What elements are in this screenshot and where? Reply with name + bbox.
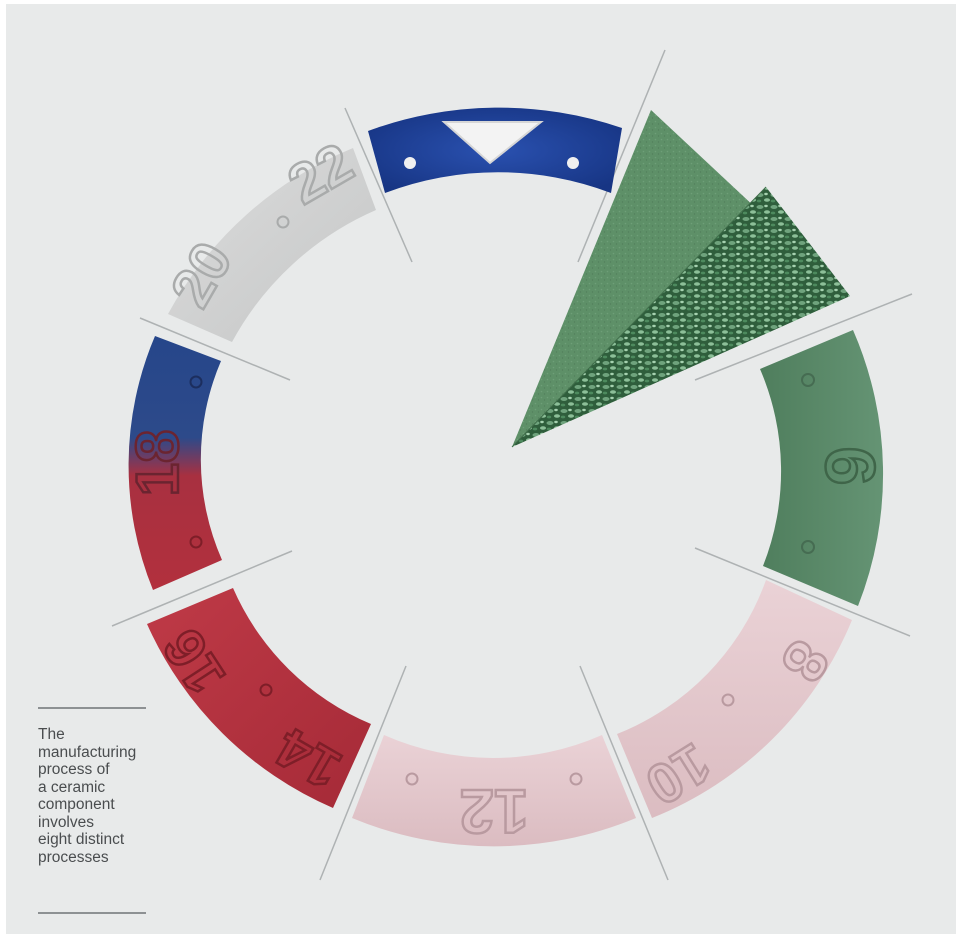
caption-line: The xyxy=(38,726,65,743)
pink-bezel-segment-8-10: 8 10 xyxy=(617,580,852,819)
caption-bottom-rule xyxy=(38,912,146,914)
caption-line: involves xyxy=(38,813,94,831)
white-bezel-segment-20-22: 20 22 xyxy=(157,129,376,342)
bezel-dot xyxy=(567,157,579,169)
divider-line xyxy=(344,107,413,263)
bezel-numeral: 6 xyxy=(811,447,889,486)
bezel-dot xyxy=(259,683,273,697)
caption-line: processes xyxy=(38,848,109,866)
bezel-dot xyxy=(189,535,203,549)
divider-line xyxy=(694,547,911,637)
divider-line xyxy=(577,49,666,263)
divider-line xyxy=(694,293,913,381)
caption-line: manufacturing xyxy=(38,743,137,761)
divider-line xyxy=(319,665,407,881)
bezel-dot xyxy=(404,157,416,169)
caption-line: process of xyxy=(38,761,110,778)
pink-bezel-segment-12: 12 xyxy=(352,735,636,847)
bezel-dot xyxy=(276,215,290,229)
red-bezel-segment-14-16: 16 14 xyxy=(147,588,371,808)
caption-line: component xyxy=(38,796,115,813)
blue-red-bezel-segment-18: 18 xyxy=(123,336,222,590)
divider-line xyxy=(111,550,293,627)
triangle-marker-icon xyxy=(441,121,544,165)
bezel-dot xyxy=(405,772,419,786)
caption-top-rule xyxy=(38,707,146,709)
bezel-numeral: 18 xyxy=(124,430,191,497)
green-bezel-segment: 6 xyxy=(760,330,890,606)
divider-line xyxy=(139,317,291,381)
navy-bezel-segment xyxy=(368,107,622,193)
segment-divider-lines xyxy=(111,49,913,881)
green-powder-segment xyxy=(511,110,850,448)
bezel-dot xyxy=(189,375,203,389)
divider-line xyxy=(579,665,669,881)
bezel-numeral: 12 xyxy=(460,776,529,845)
caption-line: a ceramic xyxy=(38,778,106,796)
bezel-dot xyxy=(801,373,815,387)
caption-line: eight distinct xyxy=(38,831,125,848)
bezel-dot xyxy=(721,693,735,707)
bezel-dot xyxy=(569,772,583,786)
caption-text: The manufacturing process of a ceramic c… xyxy=(38,726,158,866)
bezel-dot xyxy=(801,540,815,554)
